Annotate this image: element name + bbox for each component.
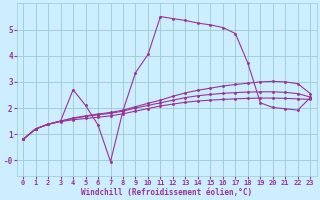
X-axis label: Windchill (Refroidissement éolien,°C): Windchill (Refroidissement éolien,°C) <box>81 188 252 197</box>
